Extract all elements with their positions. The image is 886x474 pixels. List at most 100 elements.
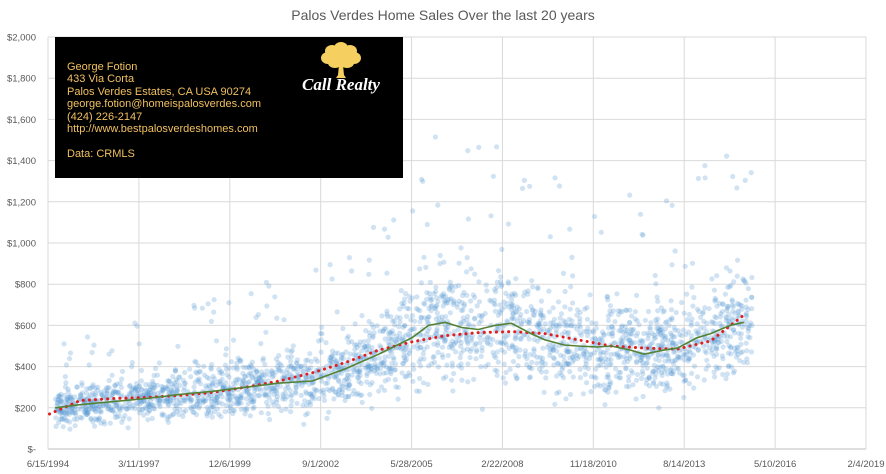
scatter-point bbox=[607, 362, 613, 368]
scatter-point bbox=[173, 403, 179, 409]
scatter-point bbox=[403, 332, 409, 338]
scatter-point bbox=[146, 404, 152, 410]
scatter-point bbox=[440, 354, 446, 360]
scatter-point bbox=[167, 397, 173, 403]
scatter-point bbox=[593, 366, 599, 372]
scatter-point bbox=[231, 408, 237, 414]
scatter-point bbox=[107, 420, 113, 426]
scatter-point bbox=[393, 384, 399, 390]
scatter-point bbox=[144, 392, 150, 398]
scatter-point bbox=[54, 400, 61, 407]
scatter-point bbox=[340, 325, 346, 332]
scatter-point bbox=[452, 284, 458, 290]
scatter-point bbox=[346, 339, 352, 345]
scatter-point bbox=[653, 366, 659, 373]
scatter-point bbox=[568, 284, 574, 290]
scatter-point bbox=[108, 406, 114, 412]
scatter-point bbox=[507, 366, 513, 372]
scatter-point bbox=[462, 301, 468, 307]
scatter-point bbox=[112, 389, 119, 395]
scatter-point bbox=[70, 405, 76, 411]
scatter-point bbox=[132, 387, 138, 393]
scatter-point bbox=[457, 355, 463, 361]
scatter-point bbox=[343, 382, 350, 388]
scatter-point bbox=[289, 398, 295, 404]
scatter-point bbox=[58, 394, 64, 400]
scatter-point bbox=[605, 317, 612, 323]
scatter-point bbox=[94, 417, 100, 423]
scatter-point bbox=[546, 327, 552, 333]
scatter-point bbox=[584, 316, 591, 322]
scatter-point bbox=[262, 372, 268, 379]
scatter-point bbox=[138, 378, 144, 384]
scatter-point bbox=[420, 178, 426, 184]
scatter-point bbox=[291, 365, 297, 371]
scatter-point bbox=[659, 369, 665, 376]
scatter-point bbox=[448, 341, 454, 347]
scatter-point bbox=[246, 392, 252, 398]
scatter-point bbox=[233, 380, 239, 386]
scatter-point bbox=[71, 410, 77, 416]
scatter-point bbox=[390, 331, 396, 337]
scatter-point bbox=[653, 383, 660, 389]
scatter-point bbox=[700, 337, 706, 343]
scatter-point bbox=[57, 398, 63, 404]
scatter-point bbox=[403, 373, 410, 379]
scatter-point bbox=[385, 234, 391, 240]
scatter-point bbox=[347, 351, 353, 357]
scatter-point bbox=[88, 385, 94, 391]
scatter-point bbox=[584, 328, 590, 334]
scatter-point bbox=[390, 336, 396, 342]
scatter-point bbox=[164, 386, 170, 392]
scatter-point bbox=[613, 389, 619, 395]
scatter-point bbox=[285, 354, 291, 360]
scatter-point bbox=[333, 358, 339, 364]
scatter-point bbox=[90, 384, 96, 390]
scatter-point bbox=[700, 343, 706, 349]
scatter-point bbox=[669, 317, 675, 323]
scatter-point bbox=[119, 368, 126, 374]
scatter-point bbox=[74, 384, 80, 390]
scatter-point bbox=[308, 359, 314, 365]
scatter-point bbox=[731, 368, 738, 374]
scatter-point bbox=[147, 398, 154, 404]
scatter-point bbox=[565, 322, 571, 328]
scatter-point bbox=[513, 349, 519, 355]
scatter-point bbox=[534, 354, 540, 360]
scatter-point bbox=[318, 349, 324, 355]
scatter-point bbox=[569, 338, 575, 344]
scatter-point bbox=[429, 361, 435, 367]
scatter-point bbox=[646, 332, 652, 338]
scatter-point bbox=[364, 364, 370, 370]
scatter-point bbox=[684, 349, 690, 355]
scatter-point bbox=[672, 248, 678, 254]
scatter-point bbox=[609, 331, 615, 337]
scatter-point bbox=[151, 382, 157, 388]
scatter-point bbox=[713, 346, 719, 352]
scatter-point bbox=[633, 396, 639, 402]
scatter-point bbox=[714, 303, 720, 309]
scatter-point bbox=[433, 284, 439, 290]
scatter-point bbox=[147, 408, 153, 414]
scatter-point bbox=[749, 306, 755, 312]
scatter-point bbox=[214, 395, 220, 401]
scatter-point bbox=[64, 407, 70, 413]
scatter-point bbox=[344, 375, 350, 381]
scatter-point bbox=[655, 331, 661, 337]
scatter-point bbox=[616, 353, 623, 359]
scatter-point bbox=[538, 307, 544, 313]
scatter-point bbox=[460, 307, 466, 313]
scatter-point bbox=[343, 376, 349, 382]
scatter-point bbox=[378, 361, 385, 367]
scatter-point bbox=[435, 202, 441, 208]
scatter-point bbox=[197, 398, 203, 405]
y-tick-label: $800 bbox=[15, 280, 36, 291]
scatter-point bbox=[532, 308, 539, 314]
scatter-point bbox=[98, 420, 104, 426]
scatter-point bbox=[538, 310, 544, 316]
scatter-point bbox=[723, 376, 729, 382]
scatter-point bbox=[494, 372, 500, 378]
scatter-point bbox=[538, 312, 544, 318]
scatter-point bbox=[610, 326, 616, 332]
scatter-point bbox=[567, 349, 573, 355]
